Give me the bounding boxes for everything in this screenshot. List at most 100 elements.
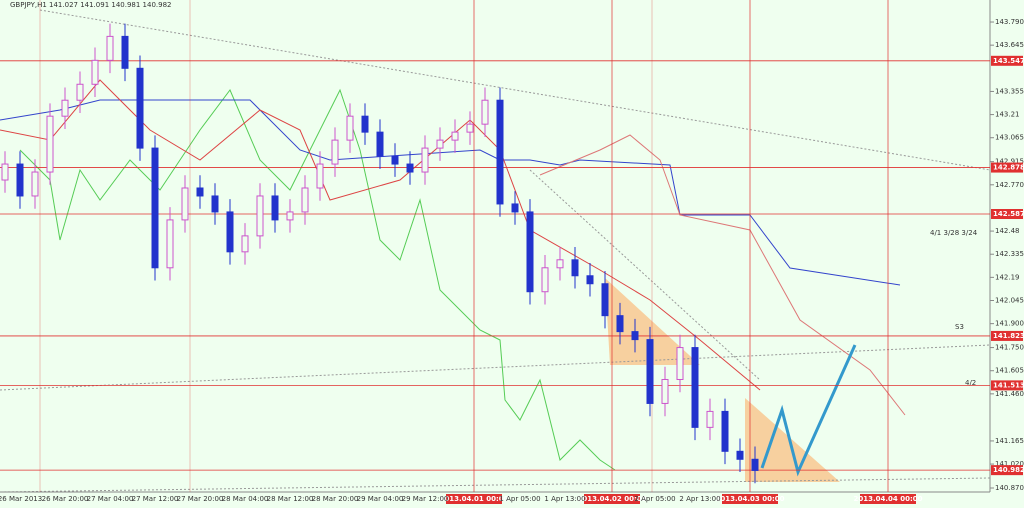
level-label: 141.513: [993, 381, 1024, 389]
candle-body: [16, 163, 24, 197]
separator-label-bg: [446, 494, 502, 504]
candle-body: [91, 59, 99, 85]
candle-body: [346, 115, 354, 141]
candle-body: [196, 187, 204, 197]
kijun-line: [0, 99, 901, 286]
candle-body: [286, 211, 294, 221]
x-tick-label: 27 Mar 04:00: [87, 495, 134, 503]
x-tick-label: 28 Mar 04:00: [222, 495, 269, 503]
trendline: [0, 344, 991, 391]
level-label: 142.587: [993, 210, 1024, 218]
y-tick-label: 143.065: [995, 134, 1024, 142]
x-tick-label: 2 Apr 05:00: [634, 495, 675, 503]
level-label-bg: [991, 55, 1023, 66]
x-tick-label: 27 Mar 20:00: [177, 495, 224, 503]
candle-body: [661, 378, 669, 404]
candle-body: [601, 283, 609, 317]
separator-label: 2013.04.03 00:00: [715, 495, 784, 503]
arrow: [760, 344, 857, 477]
candle-body: [151, 147, 159, 269]
candle-body: [316, 163, 324, 189]
separator-label: 2013.04.02 00:00: [577, 495, 646, 503]
x-tick-label: 26 Mar 20:00: [42, 495, 89, 503]
candle-body: [121, 35, 129, 69]
candle-body: [391, 155, 399, 165]
chikou-line: [19, 88, 616, 471]
senkou-line: [539, 134, 906, 416]
candle-body: [586, 275, 594, 285]
level-label-bg: [991, 209, 1023, 220]
level-label: 141.823: [993, 332, 1024, 340]
candle-body: [61, 99, 69, 117]
level-label-bg: [991, 465, 1023, 476]
candle-body: [31, 171, 39, 197]
candle-body: [211, 195, 219, 213]
candle-body: [691, 347, 699, 428]
candle-body: [301, 187, 309, 213]
candle-body: [541, 267, 549, 293]
annotation: 4/2: [965, 379, 976, 387]
x-tick-label: 2 Apr 13:00: [679, 495, 720, 503]
drawings: [0, 9, 991, 493]
candle-body: [526, 211, 534, 293]
triangle: [605, 278, 700, 365]
x-tick-label: 28 Mar 20:00: [312, 495, 359, 503]
y-tick-label: 141.460: [995, 390, 1024, 398]
x-tick-label: 29 Mar 12:00: [402, 495, 449, 503]
trendline: [39, 9, 991, 171]
separator-label-bg: [584, 494, 640, 504]
candle-body: [706, 410, 714, 428]
x-tick-label: 1 Apr 05:00: [499, 495, 540, 503]
candle-body: [556, 259, 564, 269]
candle-body: [511, 203, 519, 213]
candle-body: [466, 123, 474, 133]
x-tick-label: 1 Apr 13:00: [544, 495, 585, 503]
y-tick-label: 141.165: [995, 437, 1024, 445]
chart-title: GBPJPY,H1 141.027 141.091 140.981 140.98…: [10, 1, 172, 9]
candle-body: [751, 458, 759, 471]
tenkan-line: [0, 79, 761, 391]
candle-body: [736, 450, 744, 460]
y-tick-label: 143.790: [995, 18, 1024, 26]
y-tick-label: 140.870: [995, 484, 1024, 492]
candle-body: [481, 99, 489, 125]
y-tick-label: 142.335: [995, 250, 1024, 258]
annotation: S3: [955, 323, 964, 331]
y-tick-label: 143.645: [995, 41, 1024, 49]
candle-body: [166, 219, 174, 269]
y-tick-label: 141.020: [995, 460, 1024, 468]
candle-body: [1, 163, 9, 181]
trendline: [0, 477, 991, 493]
candle-body: [226, 211, 234, 253]
candle-body: [181, 187, 189, 221]
candle-body: [256, 195, 264, 237]
candle-body: [571, 259, 579, 277]
annotation: 4/1 3/28 3/24: [930, 229, 978, 237]
candle-body: [136, 67, 144, 149]
level-label: 140.982: [993, 466, 1024, 474]
candle-body: [451, 131, 459, 141]
y-tick-label: 142.045: [995, 296, 1024, 304]
candle-body: [46, 115, 54, 173]
level-label: 143.547: [993, 57, 1024, 65]
y-tick-label: 141.750: [995, 344, 1024, 352]
candle-body: [376, 131, 384, 157]
candle-body: [76, 83, 84, 101]
candle-body: [676, 347, 684, 380]
separator-label: 2013.04.01 00:00: [439, 495, 508, 503]
separator-label: 2013.04.04 00:00: [853, 495, 922, 503]
x-tick-label: 28 Mar 12:00: [267, 495, 314, 503]
candle-body: [331, 139, 339, 165]
candle-body: [106, 35, 114, 61]
level-label-bg: [991, 380, 1023, 391]
candle-body: [436, 139, 444, 149]
level-label-bg: [991, 330, 1023, 341]
candle-body: [421, 147, 429, 173]
y-tick-label: 141.605: [995, 367, 1024, 375]
candle-body: [646, 339, 654, 404]
y-tick-label: 142.48: [995, 227, 1020, 235]
separator-label-bg: [860, 494, 916, 504]
y-tick-label: 142.19: [995, 273, 1020, 281]
x-tick-label: 26 Mar 2013: [0, 495, 42, 503]
